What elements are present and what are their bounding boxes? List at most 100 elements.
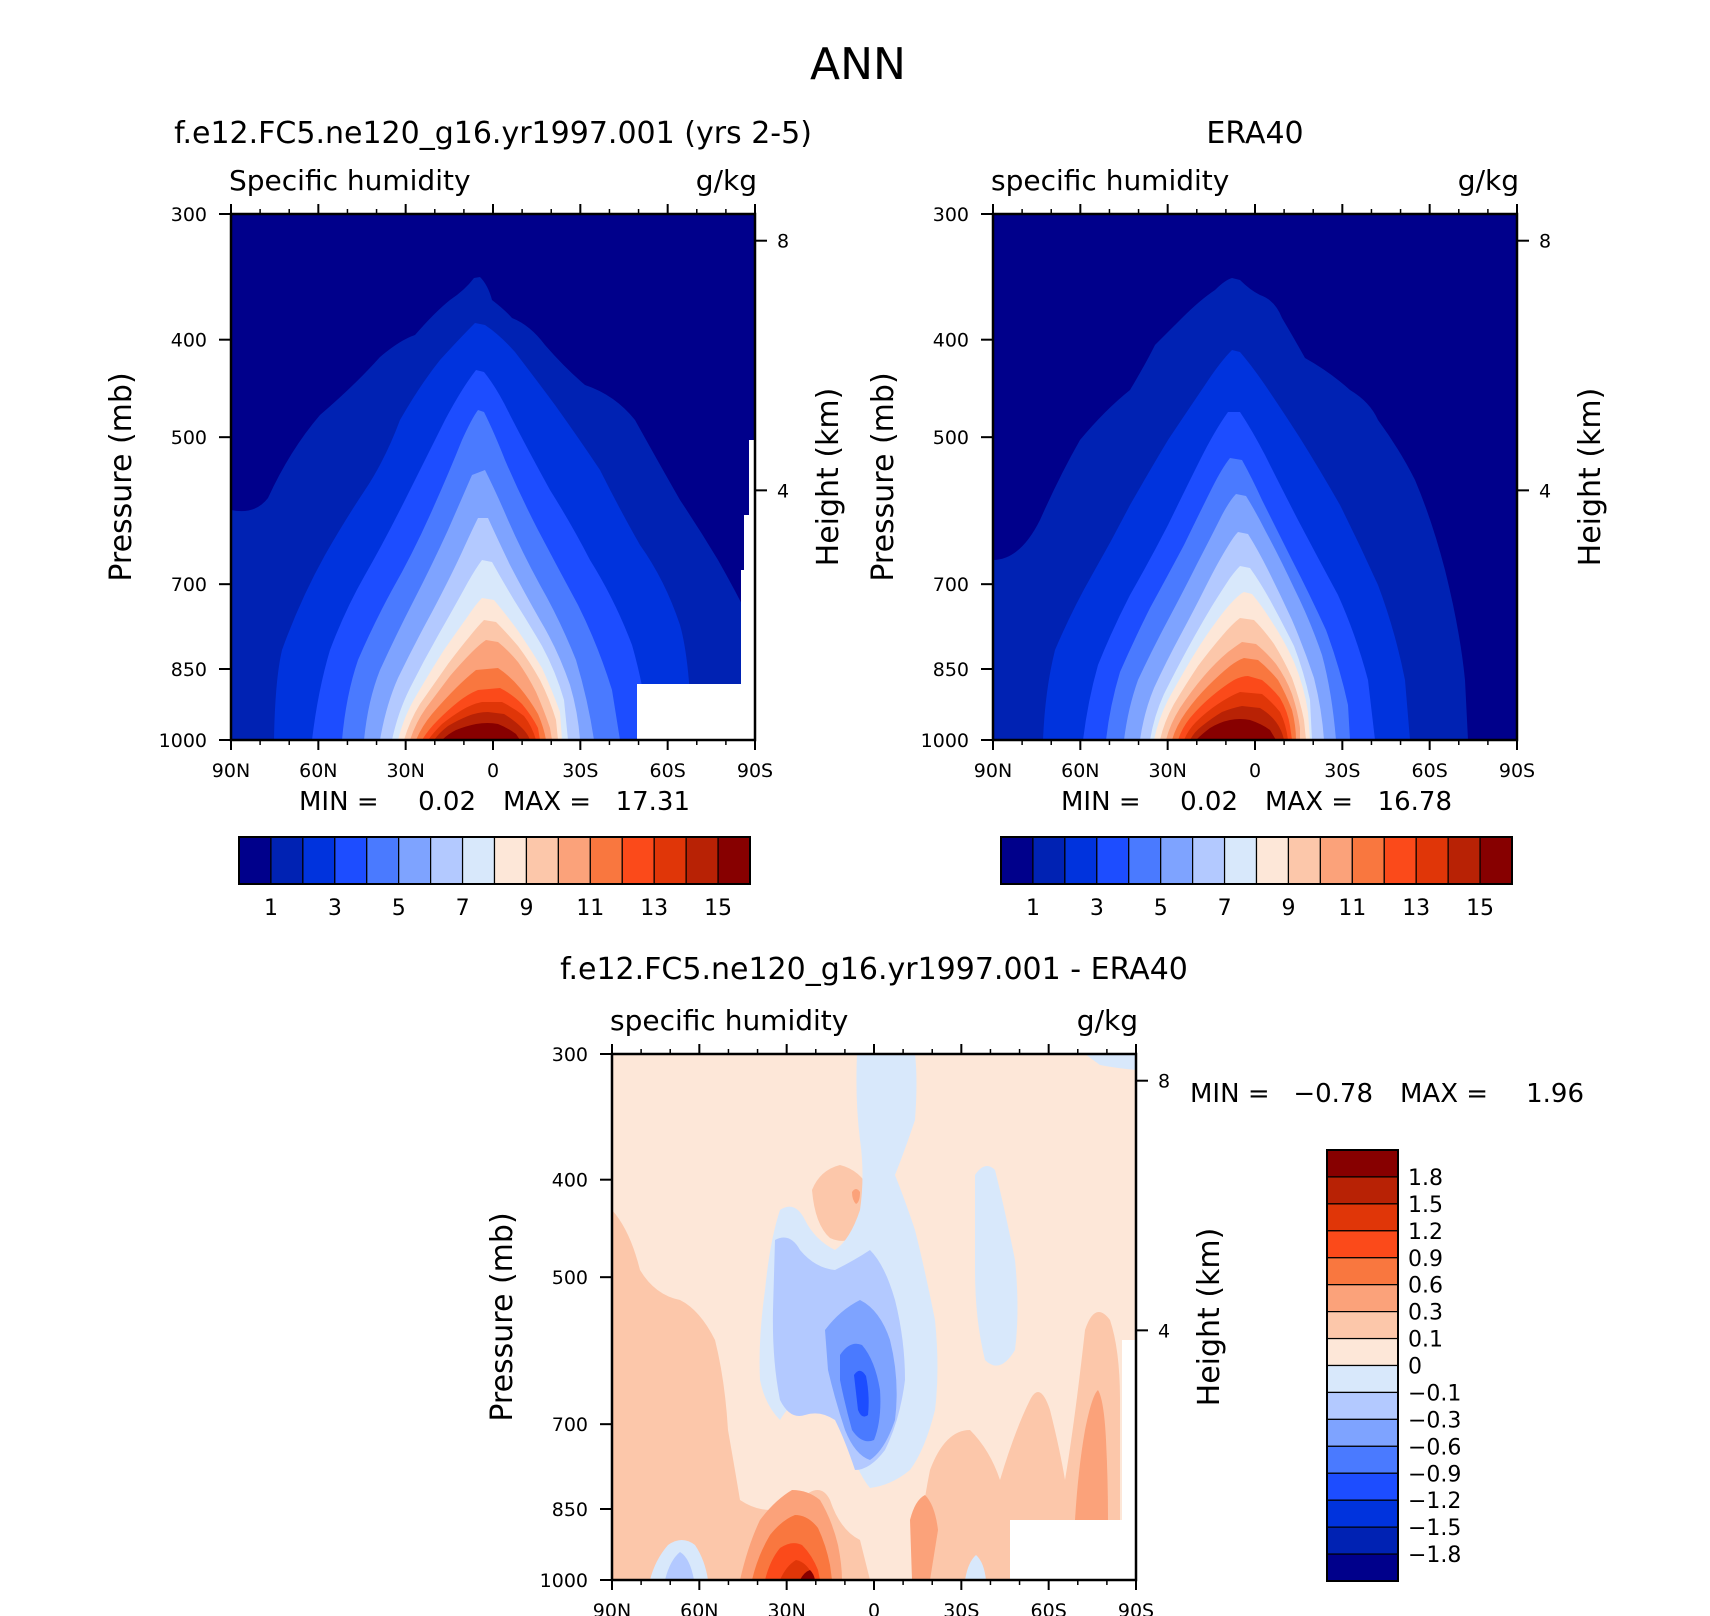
panel-model-min-value: 0.02 bbox=[418, 787, 476, 817]
panel-obs-colorbar-box bbox=[1255, 836, 1290, 885]
panel-diff-colorbar-label: −0.6 bbox=[1408, 1435, 1461, 1460]
panel-obs-min-value: 0.02 bbox=[1180, 787, 1238, 817]
panel-diff-colorbar-label: −1.5 bbox=[1408, 1516, 1461, 1541]
panel-diff-x-tick-label: 30N bbox=[767, 1600, 805, 1616]
panel-diff-x-tick-label: 90S bbox=[1118, 1600, 1154, 1616]
panel-obs-colorbar-label: 7 bbox=[1218, 896, 1232, 921]
panel-obs-x-tick-label: 30S bbox=[1324, 760, 1360, 782]
panel-diff-contours bbox=[612, 1054, 1136, 1580]
contour-fill-1.5-to-1.8 bbox=[800, 1570, 815, 1580]
panel-model-colorbar-box bbox=[430, 836, 464, 885]
panel-obs-x-tick-label: 0 bbox=[1249, 760, 1261, 782]
contour-fill-level-15 bbox=[1196, 719, 1276, 740]
contour-fill-neg-0.1-to-0.3-bottom bbox=[665, 1552, 694, 1580]
panel-obs-colorbar-label: 11 bbox=[1338, 896, 1366, 921]
panel-diff-max-label: MAX = bbox=[1400, 1079, 1488, 1109]
panel-diff-y2-tick-label: 8 bbox=[1158, 1071, 1170, 1093]
panel-diff-x-tick-label: 60N bbox=[680, 1600, 718, 1616]
panel-obs-colorbar-box bbox=[1223, 836, 1258, 885]
contour-fill-neg-0-to-0.1-bottom2 bbox=[965, 1555, 986, 1580]
panel-model-left-label: Specific humidity bbox=[229, 164, 471, 197]
panel-obs-x-tick-label: 90S bbox=[1499, 760, 1535, 782]
panel-model-x-tick-label: 60S bbox=[650, 760, 686, 782]
panel-diff-colorbar-label: 0.9 bbox=[1408, 1247, 1443, 1272]
panel-model-y2-tick-label: 8 bbox=[777, 231, 789, 253]
panel-diff-colorbar-box bbox=[1326, 1149, 1399, 1178]
panel-model-colorbar-box bbox=[621, 836, 655, 885]
panel-obs-y2-tick-label: 8 bbox=[1539, 231, 1551, 253]
panel-model-colorbar-label: 3 bbox=[328, 896, 342, 921]
panel-diff-min-label: MIN = bbox=[1190, 1079, 1270, 1109]
panel-model-colorbar-frame bbox=[238, 836, 751, 885]
panel-diff-colorbar-box bbox=[1326, 1553, 1399, 1582]
panel-obs-y-tick-label: 400 bbox=[933, 330, 969, 352]
panel-obs-colorbar-box bbox=[1415, 836, 1449, 885]
panel-model-colorbar-box bbox=[557, 836, 591, 885]
panel-obs-y2label: Height (km) bbox=[1573, 388, 1608, 567]
panel-model-max-label: MAX = bbox=[503, 787, 591, 817]
panel-model-colorbar-box bbox=[717, 836, 751, 885]
panel-diff-colorbar-label: 0.6 bbox=[1408, 1274, 1443, 1299]
contour-fill-level-15 bbox=[442, 723, 520, 740]
panel-diff-colorbar-box bbox=[1326, 1257, 1399, 1286]
panel-diff-colorbar-box bbox=[1326, 1472, 1399, 1501]
panel-model-axes: 90N 60N 30N 0 30S 60S 90S 300 400 500 700 850 1000 8 4 bbox=[159, 204, 789, 782]
panel-diff-axes: 90N 60N 30N 0 30S 60S 90S 300 400 500 700 850 1000 8 4 bbox=[540, 1044, 1170, 1616]
panel-model-y-tick-label: 1000 bbox=[159, 730, 207, 752]
panel-model-colorbar-box bbox=[493, 836, 528, 885]
panel-model-colorbar-box bbox=[302, 836, 336, 885]
panel-diff-colorbar-box bbox=[1326, 1230, 1399, 1259]
contour-fill-0.1-to-0.3-right bbox=[915, 1312, 1120, 1580]
panel-diff-y-tick-label: 1000 bbox=[540, 1570, 588, 1592]
panel-obs-colorbar-box bbox=[1000, 836, 1034, 885]
panel-obs-max-value: 16.78 bbox=[1378, 787, 1452, 817]
panel-diff-y-tick-label: 700 bbox=[552, 1414, 588, 1436]
panel-diff-colorbar-label: −1.8 bbox=[1408, 1543, 1461, 1568]
panel-model-x-tick-label: 90N bbox=[212, 760, 250, 782]
panel-diff-colorbar-box bbox=[1326, 1364, 1399, 1394]
panel-model-x-tick-label: 0 bbox=[487, 760, 499, 782]
panel-model-contours bbox=[231, 214, 755, 740]
panel-diff-colorbar-label: 1.2 bbox=[1408, 1220, 1443, 1245]
panel-model-colorbar-label: 15 bbox=[704, 896, 732, 921]
panel-diff-x-tick-label: 0 bbox=[868, 1600, 880, 1616]
panel-diff-y-tick-label: 850 bbox=[552, 1499, 588, 1521]
panel-model-colorbar: 1 3 5 7 9 11 13 15 bbox=[238, 836, 751, 921]
contour-fill-neg-0-to-0.1-top bbox=[1085, 1054, 1136, 1070]
missing-data-region bbox=[1010, 1520, 1122, 1580]
panel-model-ylabel: Pressure (mb) bbox=[104, 372, 139, 581]
panel-diff-colorbar-box bbox=[1326, 1311, 1399, 1340]
contour-fill-neg-0.9-to-1.2 bbox=[854, 1370, 869, 1417]
panel-diff-right-label: g/kg bbox=[1077, 1004, 1138, 1037]
panel-obs-min-label: MIN = bbox=[1061, 787, 1141, 817]
panel-obs-colorbar-box bbox=[1479, 836, 1513, 885]
panel-model-colorbar-box bbox=[589, 836, 623, 885]
panel-obs-colorbar-label: 13 bbox=[1402, 896, 1430, 921]
panel-diff-colorbar-label: 0 bbox=[1408, 1355, 1422, 1380]
panel-obs-y-tick-label: 850 bbox=[933, 659, 969, 681]
panel-obs-y-tick-label: 500 bbox=[933, 427, 969, 449]
panel-model-right-label: g/kg bbox=[696, 164, 757, 197]
contour-fill-0.1-to-0.3-left bbox=[612, 1210, 870, 1580]
panel-model-x-tick-label: 30N bbox=[386, 760, 424, 782]
panel-diff-colorbar-box bbox=[1326, 1284, 1399, 1313]
panel-diff-min-value: −0.78 bbox=[1293, 1079, 1373, 1109]
panel-obs-colorbar-box bbox=[1128, 836, 1162, 885]
panel-diff-y-tick-label: 300 bbox=[552, 1044, 588, 1066]
panel-obs-colorbar-box bbox=[1447, 836, 1481, 885]
panel-obs: ERA40 specific humidity g/kg bbox=[866, 116, 1608, 921]
panel-model-title: f.e12.FC5.ne120_g16.yr1997.001 (yrs 2-5) bbox=[174, 116, 812, 151]
panel-obs-right-label: g/kg bbox=[1458, 164, 1519, 197]
panel-diff-colorbar-box bbox=[1326, 1526, 1399, 1555]
panel-obs-x-tick-label: 60S bbox=[1412, 760, 1448, 782]
panel-obs-colorbar-label: 1 bbox=[1026, 896, 1040, 921]
panel-obs-colorbar-box bbox=[1096, 836, 1130, 885]
contour-fill-0.3-to-0.6-a bbox=[1075, 1390, 1108, 1520]
panel-model-x-tick-label: 60N bbox=[299, 760, 337, 782]
panel-diff-colorbar-label: −1.2 bbox=[1408, 1489, 1461, 1514]
panel-diff-colorbar-label: 1.5 bbox=[1408, 1193, 1443, 1218]
panel-model-y2-tick-label: 4 bbox=[777, 480, 789, 502]
panel-model-colorbar-box bbox=[398, 836, 432, 885]
panel-diff-colorbar-box bbox=[1326, 1337, 1399, 1367]
